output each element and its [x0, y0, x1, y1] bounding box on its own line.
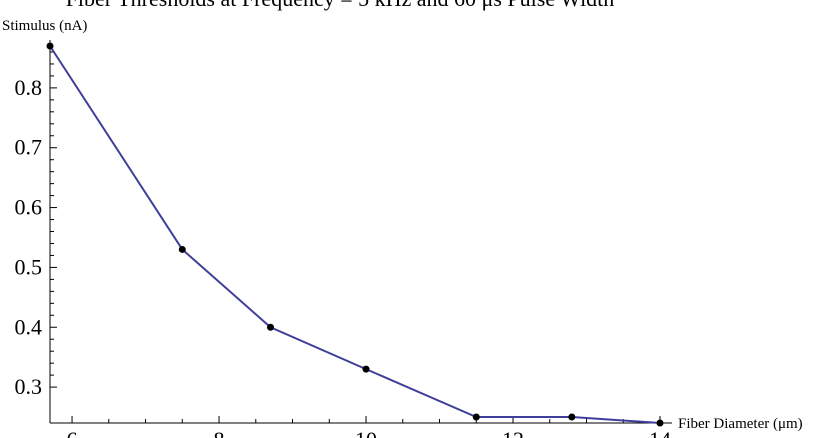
data-point-6 [656, 419, 664, 427]
y-tick-label-0: 0.3 [15, 374, 43, 399]
plot-area [46, 42, 664, 427]
chart-title: Fiber Thresholds at Frequency = 5 kHz an… [66, 0, 615, 11]
series-line-0 [49, 45, 661, 424]
y-tick-label-2: 0.5 [15, 254, 43, 279]
data-point-0 [46, 42, 54, 50]
x-tick-label-4: 14 [649, 427, 671, 438]
x-tick-label-1: 8 [214, 427, 225, 438]
x-axis-label: Fiber Diameter (μm) [678, 416, 803, 432]
y-tick-label-5: 0.8 [15, 75, 43, 100]
data-point-2 [266, 323, 274, 331]
y-tick-label-3: 0.6 [15, 195, 43, 220]
y-tick-label-1: 0.4 [15, 314, 43, 339]
y-tick-label-4: 0.7 [15, 135, 43, 160]
x-tick-label-3: 12 [502, 427, 524, 438]
x-tick-label-2: 10 [355, 427, 377, 438]
x-tick-label-0: 6 [67, 427, 78, 438]
data-point-5 [568, 413, 576, 421]
data-point-1 [178, 245, 186, 253]
ticks-group: 0.3 0.4 0.5 0.6 0.7 0.8 6 8 10 12 14 [15, 51, 671, 438]
data-point-4 [472, 413, 480, 421]
y-axis-label: Stimulus (nA) [2, 18, 87, 34]
data-point-3 [362, 365, 370, 373]
